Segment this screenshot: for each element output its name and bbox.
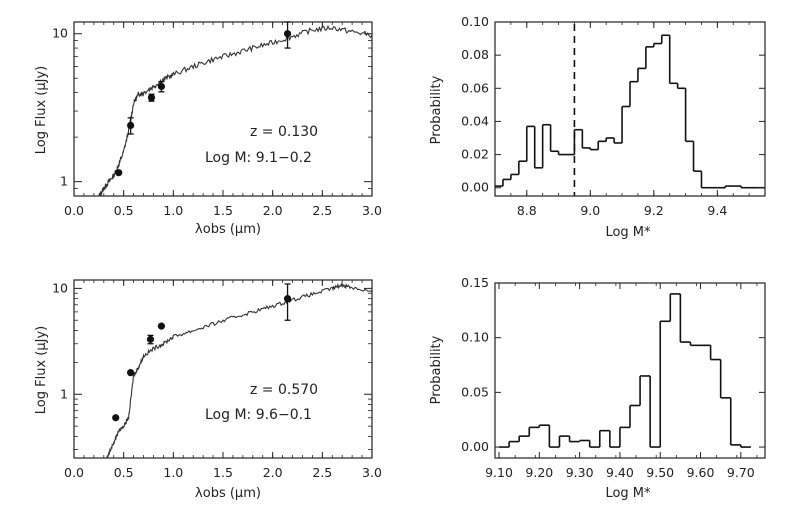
x-tick-label: 9.50 xyxy=(646,465,674,480)
y-tick-label: 1 xyxy=(60,174,68,189)
x-tick-label: 0.5 xyxy=(114,465,134,480)
model-sed-line xyxy=(106,281,373,459)
data-point xyxy=(112,414,120,422)
y-axis-label: Log Flux (μJy) xyxy=(34,326,49,414)
panel-sed-bottom: 0.0 0.5 1.0 1.5 2.0 2.5 3.0 1 10 λobs (μm) Log … xyxy=(34,279,382,501)
x-tick-label: 9.30 xyxy=(566,465,594,480)
x-axis-label: λobs (μm) xyxy=(195,486,261,501)
y-tick-label: 1 xyxy=(60,386,68,401)
x-tick-label: 9.0 xyxy=(580,203,600,218)
y-axis-label: Log Flux (μJy) xyxy=(34,66,49,154)
data-points xyxy=(115,21,292,177)
x-tick-label: 0.5 xyxy=(114,203,134,218)
model-sed-path xyxy=(98,24,373,197)
panel-prob-bottom: 9.10 9.20 9.30 9.40 9.50 9.60 9.70 0.00 0.05 0.1… xyxy=(429,275,766,501)
model-sed-line xyxy=(98,24,373,197)
data-point xyxy=(157,82,166,91)
x-tick-label: 0.0 xyxy=(64,203,84,218)
data-point xyxy=(283,30,292,38)
x-axis-label: Log M* xyxy=(605,225,651,240)
x-tick-label: 1.0 xyxy=(163,465,183,480)
y-tick-label: 0.04 xyxy=(461,113,489,128)
x-tick-label: 9.70 xyxy=(727,465,755,480)
y-tick-label: 0.00 xyxy=(461,180,489,195)
y-tick-label: 10 xyxy=(52,280,68,295)
x-tick-label: 3.0 xyxy=(362,465,382,480)
histogram-steps xyxy=(495,34,765,189)
y-tick-label: 0.15 xyxy=(461,275,489,290)
histogram-steps xyxy=(499,293,751,448)
plot-frame xyxy=(494,21,766,197)
x-tick-label: 9.40 xyxy=(606,465,634,480)
x-tick-label: 0.0 xyxy=(64,465,84,480)
data-points xyxy=(112,283,292,422)
data-point xyxy=(147,93,156,102)
x-ticks: 0.0 0.5 1.0 1.5 2.0 2.5 3.0 xyxy=(64,280,382,480)
x-axis-label: Log M* xyxy=(605,486,651,501)
annotation-redshift: z = 0.130 xyxy=(250,124,318,140)
x-tick-label: 9.4 xyxy=(707,203,727,218)
y-tick-label: 0.10 xyxy=(461,330,489,345)
y-ticks: 1 10 xyxy=(52,280,372,451)
y-tick-label: 0.06 xyxy=(461,80,489,95)
y-tick-label: 0.02 xyxy=(461,147,489,162)
x-tick-label: 9.10 xyxy=(485,465,513,480)
panel-prob-top: 8.8 9.0 9.2 9.4 0.00 0.02 0.04 0.06 0.08 0.10 Lo… xyxy=(429,14,766,240)
y-tick-label: 10 xyxy=(52,26,68,41)
x-tick-label: 1.5 xyxy=(213,203,233,218)
panel-sed-top: 0.0 0.5 1.0 1.5 2.0 2.5 3.0 1 10 λobs (μm) Log … xyxy=(34,21,382,237)
annotation-redshift: z = 0.570 xyxy=(250,382,318,398)
x-ticks: 9.10 9.20 9.30 9.40 9.50 9.60 9.70 xyxy=(485,283,758,480)
y-axis-label: Probability xyxy=(429,335,444,404)
x-tick-label: 2.0 xyxy=(263,203,283,218)
x-tick-label: 2.0 xyxy=(263,465,283,480)
y-axis-label: Probability xyxy=(429,75,444,144)
data-point xyxy=(146,335,155,343)
x-ticks: 0.0 0.5 1.0 1.5 2.0 2.5 3.0 xyxy=(64,22,382,218)
x-ticks: 8.8 9.0 9.2 9.4 xyxy=(494,22,766,218)
y-tick-label: 0.08 xyxy=(461,47,489,62)
plot-frame xyxy=(494,282,766,459)
x-tick-label: 9.2 xyxy=(644,203,664,218)
x-tick-label: 9.60 xyxy=(687,465,715,480)
data-point xyxy=(283,295,292,303)
x-tick-label: 1.0 xyxy=(163,203,183,218)
x-tick-label: 2.5 xyxy=(312,203,332,218)
data-point xyxy=(127,121,135,130)
x-axis-label: λobs (μm) xyxy=(195,222,261,237)
data-point xyxy=(157,322,166,330)
x-tick-label: 2.5 xyxy=(312,465,332,480)
x-tick-label: 3.0 xyxy=(362,203,382,218)
annotation-mass: Log M: 9.6−0.1 xyxy=(205,407,312,423)
y-ticks: 0.00 0.05 0.10 0.15 xyxy=(461,275,765,454)
x-tick-label: 8.8 xyxy=(517,203,537,218)
y-ticks: 1 10 xyxy=(52,26,372,197)
y-tick-label: 0.10 xyxy=(461,14,489,29)
x-tick-label: 9.20 xyxy=(525,465,553,480)
x-tick-label: 1.5 xyxy=(213,465,233,480)
annotation-mass: Log M: 9.1−0.2 xyxy=(205,150,312,166)
data-point xyxy=(115,169,123,177)
y-ticks: 0.00 0.02 0.04 0.06 0.08 0.10 xyxy=(461,14,765,195)
y-tick-label: 0.05 xyxy=(461,384,489,399)
data-point xyxy=(127,369,135,377)
model-sed-path xyxy=(106,281,373,459)
y-tick-label: 0.00 xyxy=(461,439,489,454)
